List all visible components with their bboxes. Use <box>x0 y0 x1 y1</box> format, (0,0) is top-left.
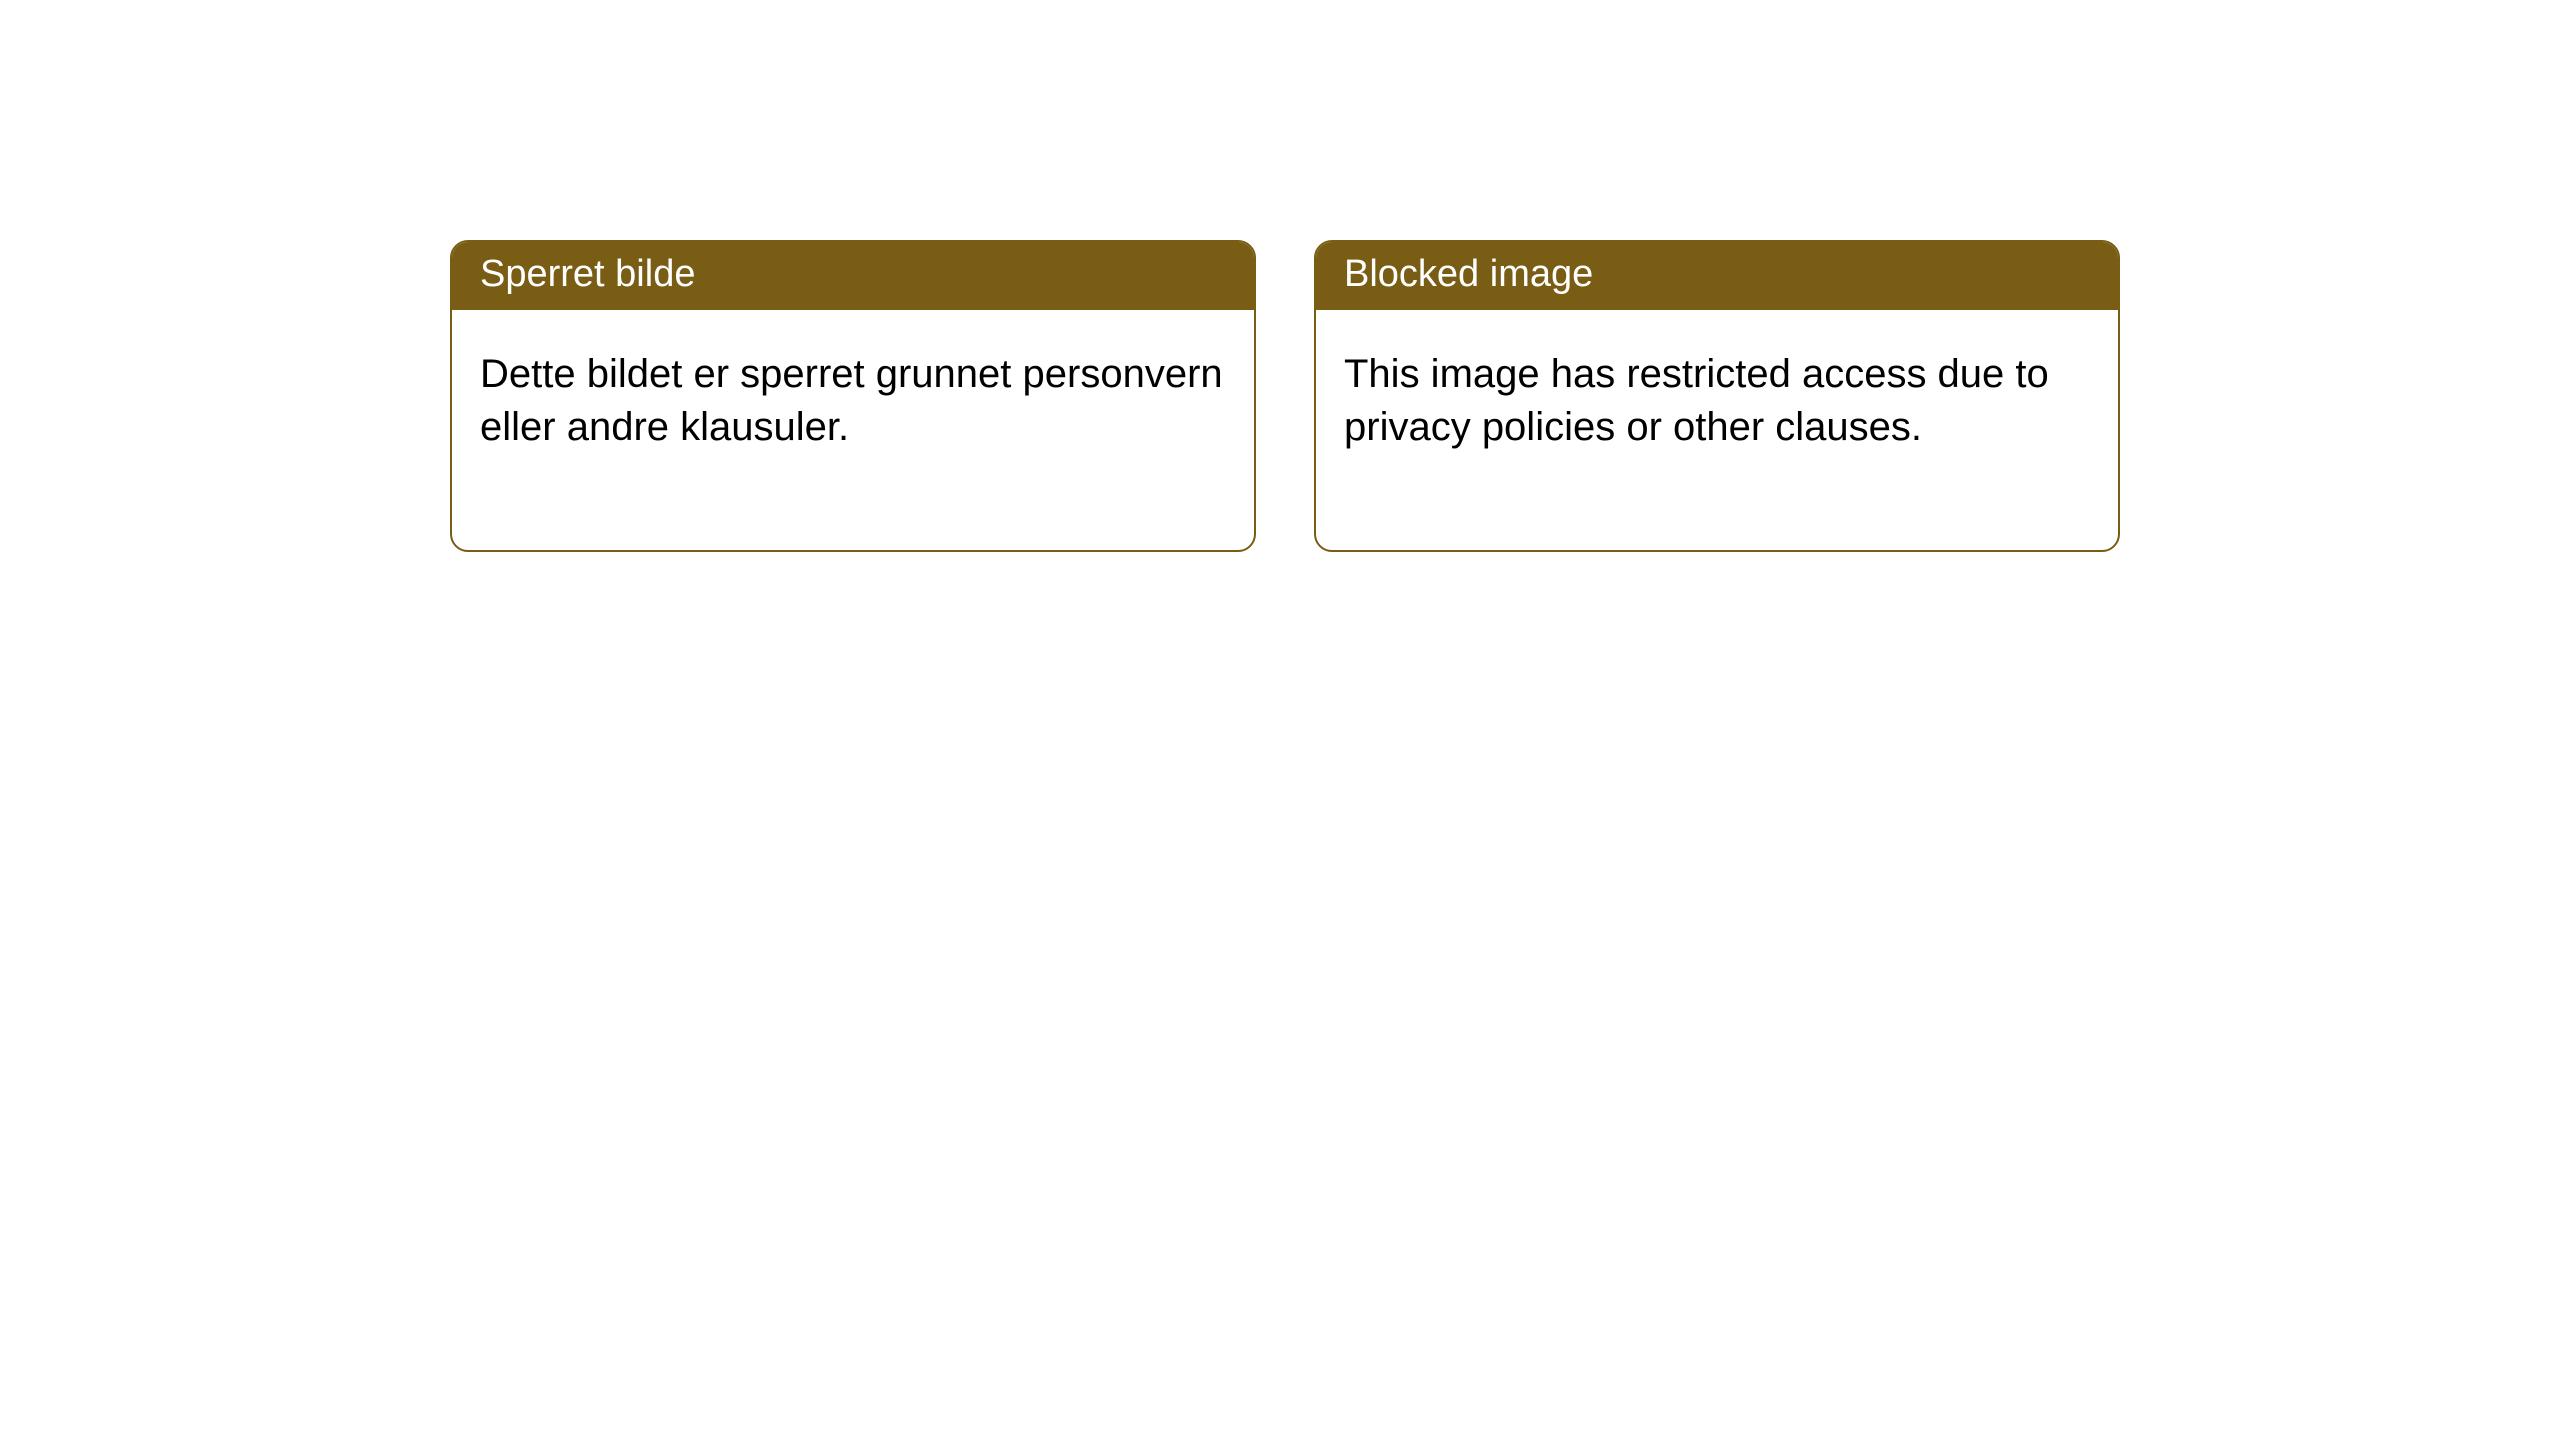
card-body: Dette bildet er sperret grunnet personve… <box>452 310 1254 550</box>
card-body: This image has restricted access due to … <box>1316 310 2118 550</box>
card-header: Sperret bilde <box>452 242 1254 310</box>
blocked-image-card-no: Sperret bilde Dette bildet er sperret gr… <box>450 240 1256 552</box>
card-header: Blocked image <box>1316 242 2118 310</box>
blocked-image-card-en: Blocked image This image has restricted … <box>1314 240 2120 552</box>
cards-container: Sperret bilde Dette bildet er sperret gr… <box>0 0 2560 552</box>
